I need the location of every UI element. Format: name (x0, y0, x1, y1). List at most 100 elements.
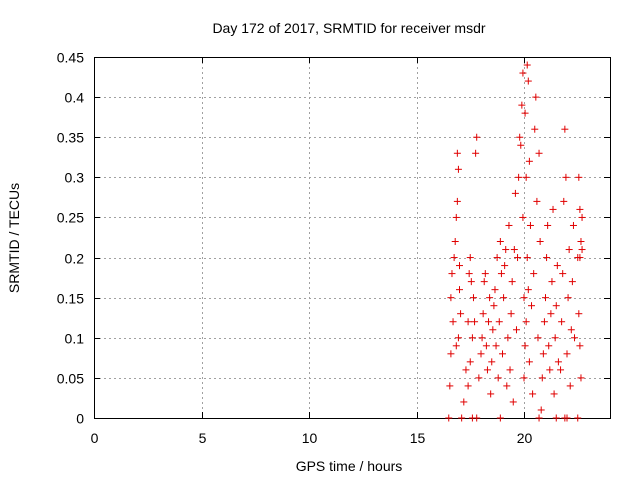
data-point (497, 270, 505, 278)
x-tick-label: 5 (199, 430, 207, 446)
data-point (565, 246, 573, 254)
axis-ticks: 0 0.05 0.1 0.15 0.2 0.25 0.3 0.35 0.4 0.45 0 5 10 15 2… (57, 50, 610, 446)
data-point (576, 342, 584, 350)
data-point (491, 286, 499, 294)
data-point (449, 318, 457, 326)
data-point (537, 406, 545, 414)
data-point (511, 189, 519, 197)
y-tick-label: 0 (76, 411, 84, 427)
data-point (546, 366, 554, 374)
x-axis-label: GPS time / hours (296, 458, 403, 474)
data-point (500, 294, 508, 302)
data-point (486, 294, 494, 302)
data-point (520, 374, 528, 382)
plot-frame (94, 57, 611, 419)
data-point (454, 165, 462, 173)
x-tick-label: 10 (302, 430, 318, 446)
data-point (487, 390, 495, 398)
data-point (458, 414, 466, 422)
data-point (501, 262, 509, 270)
data-point (464, 318, 472, 326)
data-point (526, 221, 534, 229)
data-point (574, 414, 582, 422)
data-point (466, 254, 474, 262)
data-point (519, 213, 527, 221)
data-point (468, 334, 476, 342)
data-point (469, 294, 477, 302)
data-point (524, 77, 532, 85)
data-point (523, 61, 531, 69)
data-point (563, 350, 571, 358)
data-point (517, 141, 525, 149)
data-point (464, 382, 472, 390)
data-point (531, 125, 539, 133)
data-point (447, 350, 455, 358)
data-point (452, 213, 460, 221)
data-point (516, 133, 524, 141)
data-point (560, 197, 568, 205)
data-point (534, 334, 542, 342)
data-point (465, 270, 473, 278)
data-point (553, 262, 561, 270)
x-tick-label: 15 (410, 430, 426, 446)
data-point (485, 318, 493, 326)
y-tick-label: 0.15 (57, 291, 84, 307)
data-point (519, 69, 527, 77)
data-point (552, 302, 560, 310)
data-point (577, 238, 585, 246)
y-tick-label: 0.05 (57, 371, 84, 387)
data-point (505, 221, 513, 229)
y-tick-label: 0.2 (65, 251, 85, 267)
data-point (475, 374, 483, 382)
data-point (489, 326, 497, 334)
data-point (557, 366, 565, 374)
data-point (536, 238, 544, 246)
data-point (480, 278, 488, 286)
data-point (493, 254, 501, 262)
data-point (478, 334, 486, 342)
data-point (578, 213, 586, 221)
data-point (490, 302, 498, 310)
data-point (446, 382, 454, 390)
data-point (539, 350, 547, 358)
data-point (549, 205, 557, 213)
data-point (524, 286, 532, 294)
data-point (532, 93, 540, 101)
data-point (483, 366, 491, 374)
data-point (535, 414, 543, 422)
data-point (547, 310, 555, 318)
data-point (508, 278, 516, 286)
data-point (575, 310, 583, 318)
data-point (522, 318, 530, 326)
data-point (492, 342, 500, 350)
data-point (530, 270, 538, 278)
data-point (453, 197, 461, 205)
data-point (514, 254, 522, 262)
data-point (506, 366, 514, 374)
data-point (452, 342, 460, 350)
data-point (447, 294, 455, 302)
data-point (562, 173, 570, 181)
data-point (499, 350, 506, 358)
data-point (471, 318, 479, 326)
data-point (576, 205, 584, 213)
data-point (566, 382, 574, 390)
data-point (567, 326, 575, 334)
data-point (466, 358, 474, 366)
y-tick-label: 0.25 (57, 210, 84, 226)
data-point (577, 374, 585, 382)
data-point (448, 270, 456, 278)
data-point (548, 278, 556, 286)
data-point (552, 414, 560, 422)
data-point (473, 414, 481, 422)
data-point (502, 246, 510, 254)
y-tick-label: 0.3 (65, 170, 85, 186)
data-point (528, 302, 536, 310)
y-tick-label: 0.1 (65, 331, 85, 347)
y-tick-label: 0.45 (57, 50, 84, 66)
x-tick-label: 20 (517, 430, 533, 446)
data-point (451, 238, 459, 246)
data-point (525, 358, 533, 366)
y-tick-label: 0.4 (65, 90, 85, 106)
